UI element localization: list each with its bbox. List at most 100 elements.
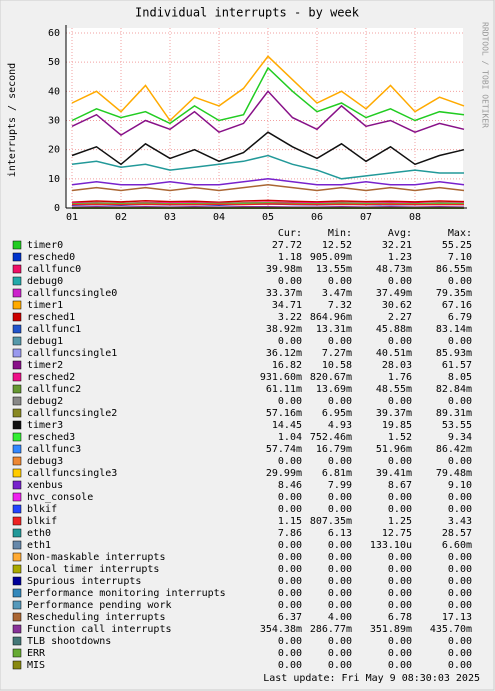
legend-stat: 57.74m <box>266 444 302 455</box>
legend-stat: 0.00 <box>448 504 472 515</box>
legend-stat: 33.37m <box>266 288 302 299</box>
legend-stat: 28.03 <box>382 360 412 371</box>
legend-label: callfunc3 <box>27 444 81 455</box>
legend-label: callfunc1 <box>27 324 81 335</box>
legend-stat: 0.00 <box>278 456 302 467</box>
legend-stat: 16.79m <box>316 444 352 455</box>
legend-stat: 79.48m <box>436 468 472 479</box>
legend-stat: 0.00 <box>448 636 472 647</box>
legend-stat: 1.04 <box>278 432 302 443</box>
legend-stat: 0.00 <box>278 660 302 671</box>
legend-stat: 0.00 <box>388 588 412 599</box>
legend-stat: 0.00 <box>328 456 352 467</box>
legend-swatch <box>12 660 22 670</box>
x-tick-label: 07 <box>360 212 372 223</box>
series-line <box>71 66 465 125</box>
legend-label: blkif <box>27 504 57 515</box>
legend-header: Max: <box>448 228 472 239</box>
x-tick-label: 08 <box>409 212 421 223</box>
legend-stat: 30.62 <box>382 300 412 311</box>
series-line <box>71 178 465 186</box>
legend-label: debug1 <box>27 336 63 347</box>
y-tick-label: 60 <box>48 28 60 39</box>
legend-swatch <box>12 540 22 550</box>
legend-stat: 0.00 <box>448 396 472 407</box>
legend-swatch <box>12 372 22 382</box>
legend-stat: 0.00 <box>328 552 352 563</box>
legend-stat: 16.82 <box>272 360 302 371</box>
legend-stat: 0.00 <box>328 504 352 515</box>
legend-stat: 0.00 <box>278 276 302 287</box>
legend-swatch <box>12 492 22 502</box>
legend-swatch <box>12 288 22 298</box>
legend-swatch <box>12 252 22 262</box>
legend-label: hvc_console <box>27 492 93 503</box>
series-line <box>71 131 465 166</box>
legend-label: timer3 <box>27 420 63 431</box>
legend-label: debug0 <box>27 276 63 287</box>
series-line <box>71 199 465 203</box>
legend-swatch <box>12 456 22 466</box>
chart-title: Individual interrupts - by week <box>135 6 360 20</box>
legend-stat: 14.45 <box>272 420 302 431</box>
series-line <box>71 203 464 206</box>
legend-stat: 0.00 <box>328 564 352 575</box>
legend-swatch <box>12 324 22 334</box>
legend-stat: 0.00 <box>388 564 412 575</box>
legend-stat: 7.27m <box>322 348 352 359</box>
legend-stat: 0.00 <box>388 456 412 467</box>
legend-label: Rescheduling interrupts <box>27 612 165 623</box>
legend-stat: 39.41m <box>376 468 412 479</box>
legend-swatch <box>12 384 22 394</box>
legend-header: Cur: <box>278 228 302 239</box>
legend-stat: 1.15 <box>278 516 302 527</box>
legend-stat: 1.76 <box>388 372 412 383</box>
legend-swatch <box>12 468 22 478</box>
legend-label: callfunc2 <box>27 384 81 395</box>
legend-stat: 8.46 <box>278 480 302 491</box>
legend-stat: 61.11m <box>266 384 302 395</box>
legend-stat: 0.00 <box>328 648 352 659</box>
legend-label: callfuncsingle0 <box>27 288 117 299</box>
legend-swatch <box>12 516 22 526</box>
legend-stat: 7.99 <box>328 480 352 491</box>
legend-stat: 7.10 <box>448 252 472 263</box>
legend-stat: 37.49m <box>376 288 412 299</box>
legend-stat: 864.96m <box>310 312 352 323</box>
legend-stat: 0.00 <box>328 396 352 407</box>
legend-stat: 8.05 <box>448 372 472 383</box>
legend-stat: 3.22 <box>278 312 302 323</box>
legend-swatch <box>12 360 22 370</box>
legend-swatch <box>12 624 22 634</box>
legend-label: timer2 <box>27 360 63 371</box>
legend-stat: 13.55m <box>316 264 352 275</box>
legend-stat: 0.00 <box>388 660 412 671</box>
legend-stat: 0.00 <box>388 336 412 347</box>
legend-stat: 0.00 <box>278 504 302 515</box>
legend-label: resched0 <box>27 252 75 263</box>
legend-stat: 905.09m <box>310 252 352 263</box>
legend-stat: 931.60m <box>260 372 302 383</box>
legend-stat: 1.25 <box>388 516 412 527</box>
legend-stat: 0.00 <box>278 564 302 575</box>
legend-stat: 0.00 <box>278 588 302 599</box>
legend-stat: 0.00 <box>278 492 302 503</box>
legend-stat: 13.31m <box>316 324 352 335</box>
legend-swatch <box>12 612 22 622</box>
legend-label: Performance monitoring interrupts <box>27 588 226 599</box>
y-tick-label: 20 <box>48 145 60 156</box>
legend-swatch <box>12 552 22 562</box>
legend-stat: 0.00 <box>448 564 472 575</box>
legend-swatch <box>12 600 22 610</box>
plot-area <box>66 28 463 208</box>
legend-stat: 86.55m <box>436 264 472 275</box>
legend-swatch <box>12 408 22 418</box>
legend-stat: 39.37m <box>376 408 412 419</box>
legend-stat: 0.00 <box>448 456 472 467</box>
legend-stat: 55.25 <box>442 240 472 251</box>
legend-label: resched3 <box>27 432 75 443</box>
legend-label: timer0 <box>27 240 63 251</box>
legend-stat: 0.00 <box>278 552 302 563</box>
legend-stat: 9.10 <box>448 480 472 491</box>
